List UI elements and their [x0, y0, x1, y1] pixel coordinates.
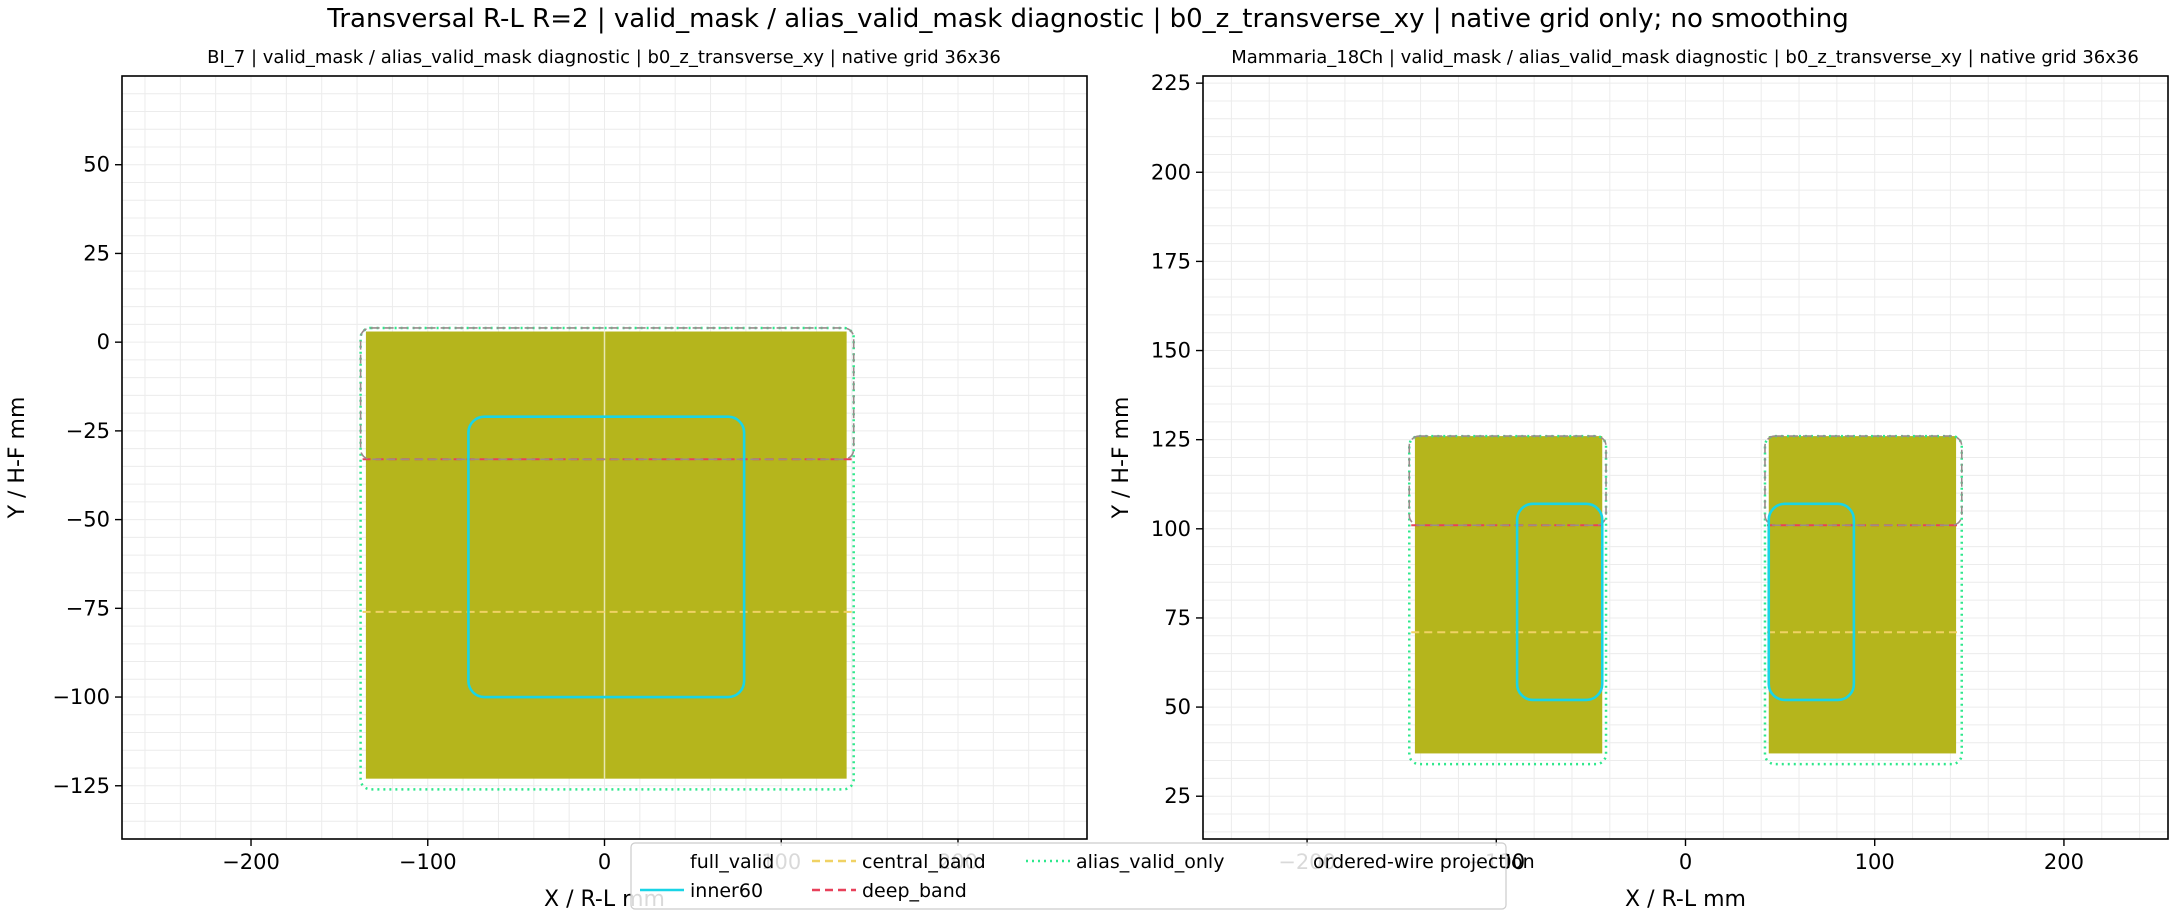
y-tick-label: 25 [1164, 784, 1191, 808]
grid-lines [1203, 76, 2168, 839]
panel-title: BI_7 | valid_mask / alias_valid_mask dia… [207, 47, 1001, 68]
x-tick-label: 0 [598, 850, 611, 874]
chart-panel-bi7: −200−100010020050250−25−50−75−100−125BI_… [5, 47, 1088, 912]
ordered-wire-outline [1764, 435, 1963, 527]
y-tick-label: −25 [66, 419, 110, 443]
inner60-outline [467, 415, 746, 699]
inner60-outline [1515, 502, 1604, 702]
ordered-wire-outline [1408, 435, 1607, 527]
y-tick-label: 175 [1151, 249, 1191, 273]
y-tick-label: 100 [1151, 517, 1191, 541]
legend-label-deep-band: deep_band [862, 880, 967, 902]
legend-label-inner60: inner60 [690, 880, 763, 902]
y-tick-label: 200 [1151, 160, 1191, 184]
full-valid-region [1768, 436, 1957, 754]
alias-valid-only-outline [359, 326, 855, 791]
y-tick-label: 0 [97, 330, 110, 354]
x-tick-label: 100 [1855, 850, 1895, 874]
y-tick-label: −75 [66, 596, 110, 620]
y-tick-label: −100 [52, 685, 110, 709]
x-tick-label: 200 [2044, 850, 2084, 874]
chart-panel-mammaria: −200−1000100200225200175150125100755025M… [1109, 47, 2169, 912]
legend-box [630, 842, 1507, 910]
x-tick-label: −200 [222, 850, 280, 874]
y-tick-label: −50 [66, 508, 110, 532]
y-tick-label: 225 [1151, 71, 1191, 95]
y-tick-label: 50 [83, 153, 110, 177]
y-tick-label: 150 [1151, 339, 1191, 363]
x-axis-label: X / R-L mm [1625, 887, 1746, 912]
y-axis-label: Y / H-F mm [1109, 397, 1134, 520]
legend-label-alias-valid-only: alias_valid_only [1076, 851, 1224, 873]
full-valid-region [1414, 436, 1603, 754]
y-tick-label: 125 [1151, 428, 1191, 452]
y-tick-label: 25 [83, 241, 110, 265]
y-tick-label: 50 [1164, 695, 1191, 719]
figure-suptitle: Transversal R-L R=2 | valid_mask / alias… [326, 4, 1848, 34]
x-tick-label: 0 [1679, 850, 1692, 874]
panel-title: Mammaria_18Ch | valid_mask / alias_valid… [1231, 47, 2139, 68]
legend-label-full-valid: full_valid [690, 851, 774, 873]
legend: full_valid inner60 central_band deep_band al… [630, 842, 1535, 910]
inner60-outline [1767, 502, 1856, 702]
legend-label-central-band: central_band [862, 851, 986, 873]
y-tick-label: 75 [1164, 606, 1191, 630]
x-tick-label: −100 [399, 850, 457, 874]
legend-label-ordered-wire: ordered-wire projection [1313, 851, 1535, 873]
y-tick-label: −125 [52, 774, 110, 798]
full-valid-region [365, 331, 847, 779]
y-axis-label: Y / H-F mm [5, 397, 30, 520]
